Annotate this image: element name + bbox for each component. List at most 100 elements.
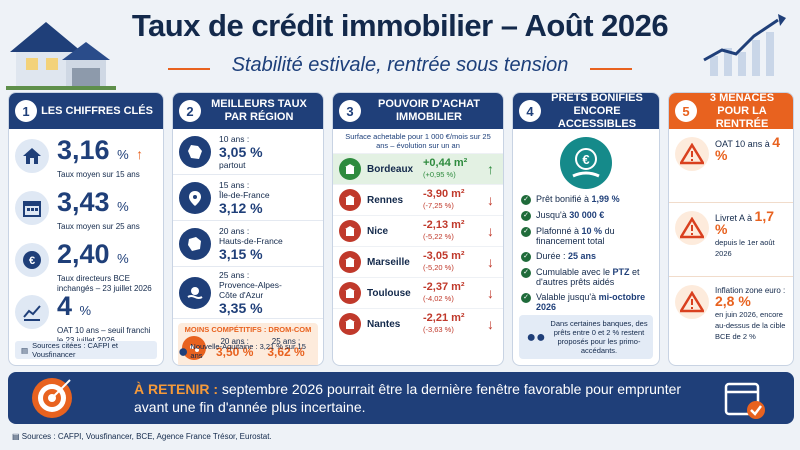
stat-value: 3,16	[57, 135, 110, 165]
arrow-down-icon: ↓	[487, 254, 494, 270]
panel-title: POUVOIR D'ACHAT IMMOBILIER	[377, 98, 481, 123]
domtom-rate: 3,62 %	[267, 345, 305, 359]
region-rate: 3,15 %	[219, 245, 263, 262]
region-rate: 3,05 %	[219, 143, 263, 160]
benefit-highlight: 30 000 €	[569, 210, 605, 220]
city-pct: (-7,25 %)	[423, 201, 454, 210]
city-pct: (-4,02 %)	[423, 294, 454, 303]
benefit-after: du financement total	[536, 226, 615, 246]
check-icon: ✓	[521, 252, 531, 262]
warning-icon	[675, 285, 709, 319]
benefit-text: Plafonné à	[536, 226, 582, 236]
nouvelle-aquitaine-note: ⬤ Nouvelle-Aquitaine : 3,21 % sur 15 ans	[179, 342, 317, 360]
benefit-text: Durée :	[536, 251, 569, 261]
panel-header: 5 3 MENACES POUR LA RENTRÉE	[669, 93, 793, 130]
sun-sea-icon	[179, 276, 211, 309]
domtom-box: MOINS COMPÉTITIFS : DROM-COM 20 ans :3,5…	[178, 323, 318, 365]
benefit-highlight: PTZ	[612, 267, 630, 277]
city-landmark-icon	[339, 313, 361, 335]
city-name: Toulouse	[367, 287, 411, 299]
threat-item: Livret A à 1,7 % depuis le 1er août 2026	[669, 208, 793, 277]
page-subtitle: Stabilité estivale, rentrée sous tension	[231, 54, 569, 76]
footer-sources: Sources : CAFPI, Vousfinancer, BCE, Agen…	[21, 432, 272, 441]
check-icon: ✓	[521, 293, 531, 303]
region-item: 10 ans :3,05 % partout	[173, 129, 323, 175]
city-row: Toulouse -2,37 m² (-4,02 %) ↓	[333, 277, 503, 308]
benefit-highlight: 1,99 %	[591, 194, 620, 204]
panel-threats: 5 3 MENACES POUR LA RENTRÉE OAT 10 ans à…	[668, 92, 794, 366]
domtom-duration: 20 ans :	[220, 337, 249, 346]
city-list: Bordeaux +0,44 m² (+0,95 %) ↑ Rennes -3,90 m²…	[333, 153, 503, 339]
people-icon: ●●	[526, 328, 546, 346]
city-pct: (-5,22 %)	[423, 232, 454, 241]
purchasing-power-note: Surface achetable pour 1 000 €/mois sur …	[345, 132, 491, 150]
threat-value: 4 %	[715, 134, 780, 163]
sources-box: ▤ Sources citées : CAFPI et Vousfinancer	[15, 341, 157, 359]
house-icon	[15, 139, 49, 173]
city-name: Nice	[367, 225, 389, 237]
stat-item: 3,43 % Taux moyen sur 25 ans	[9, 187, 163, 237]
benefit-item: ✓ Valable jusqu'à mi-octobre 2026	[513, 292, 659, 312]
calendar-icon	[15, 191, 49, 225]
key-takeaway-banner: À RETENIR : septembre 2026 pourrait être…	[8, 372, 794, 424]
threat-label: Livret A à	[715, 213, 755, 223]
benefit-highlight: 25 ans	[568, 251, 597, 261]
stat-label: Taux directeurs BCE inchangés – 23 juill…	[57, 274, 152, 293]
region-name: partout	[219, 159, 246, 170]
subtitle-line-right	[590, 68, 632, 70]
check-icon: ✓	[521, 268, 531, 278]
panel-key-figures: 1 LES CHIFFRES CLÉS 3,16 % ↑ Taux moyen …	[8, 92, 164, 366]
panel-title: LES CHIFFRES CLÉS	[41, 104, 153, 117]
euro-hand-icon: €	[560, 137, 612, 189]
panel-title: PRÊTS BONIFIÉS ENCORE ACCESSIBLES	[551, 92, 643, 130]
region-duration: 20 ans :	[219, 225, 250, 236]
threat-label: OAT 10 ans à	[715, 139, 773, 149]
panel-number: 2	[179, 100, 201, 122]
location-pin-icon: ⬤	[179, 346, 188, 356]
stat-item: 4 % OAT 10 ans – seuil franchi le 23 jui…	[9, 291, 163, 345]
benefit-text: Prêt bonifié à	[536, 194, 592, 204]
city-landmark-icon	[339, 251, 361, 273]
location-pin-icon	[179, 181, 211, 214]
takeaway-label: À RETENIR :	[134, 381, 218, 397]
threat-value: 1,7 %	[715, 208, 774, 237]
benefit-list: ✓ Prêt bonifié à 1,99 % ✓ Jusqu'à 30 000 € ✓…	[513, 194, 659, 312]
panel-number: 5	[675, 100, 697, 122]
benefit-after: et d'autres prêts aidés	[536, 267, 640, 287]
domtom-rate: 3,50 %	[216, 345, 254, 359]
subtitle-line-left	[168, 68, 210, 70]
stat-item: € 2,40 % Taux directeurs BCE inchangés –…	[9, 239, 163, 293]
panel-number: 3	[339, 100, 361, 122]
stat-value: 2,40	[57, 239, 110, 269]
city-pct: (-5,20 %)	[423, 263, 454, 272]
threat-item: OAT 10 ans à 4 %	[669, 134, 793, 203]
city-name: Rennes	[367, 194, 404, 206]
stat-unit: %	[117, 199, 129, 214]
domtom-duration: 25 ans :	[271, 337, 301, 346]
city-value: -2,13 m²	[423, 219, 465, 231]
check-icon: ✓	[521, 227, 531, 237]
target-icon	[32, 378, 72, 418]
region-rate: 3,12 %	[219, 199, 263, 216]
svg-text:€: €	[29, 255, 35, 267]
check-icon: ✓	[521, 211, 531, 221]
benefit-text: Cumulable avec le	[536, 267, 613, 277]
city-name: Marseille	[367, 256, 410, 268]
city-row: Marseille -3,05 m² (-5,20 %) ↓	[333, 246, 503, 277]
panel-number: 1	[15, 100, 37, 122]
stat-unit: %	[79, 303, 92, 318]
takeaway-text: septembre 2026 pourrait être la dernière…	[134, 381, 682, 415]
bank-note-box: ●● Dans certaines banques, des prêts ent…	[519, 315, 653, 359]
region-duration: 10 ans :	[219, 133, 250, 144]
arrow-up-icon: ↑	[487, 161, 494, 177]
region-item: 25 ans : Provence-Alpes-Côte d'Azur 3,35 %	[173, 267, 323, 319]
panel-title: MEILLEURS TAUX PAR RÉGION	[211, 98, 307, 123]
city-value: +0,44 m²	[423, 157, 468, 169]
warning-icon	[675, 211, 709, 245]
house-illustration-icon	[6, 22, 116, 90]
arrow-down-icon: ↓	[487, 223, 494, 239]
benefit-item: ✓ Jusqu'à 30 000 €	[513, 210, 659, 221]
city-pct: (-3,63 %)	[423, 325, 454, 334]
city-value: -2,37 m²	[423, 281, 465, 293]
threat-extra: en juin 2026, encore au-dessus de la cib…	[715, 310, 786, 341]
